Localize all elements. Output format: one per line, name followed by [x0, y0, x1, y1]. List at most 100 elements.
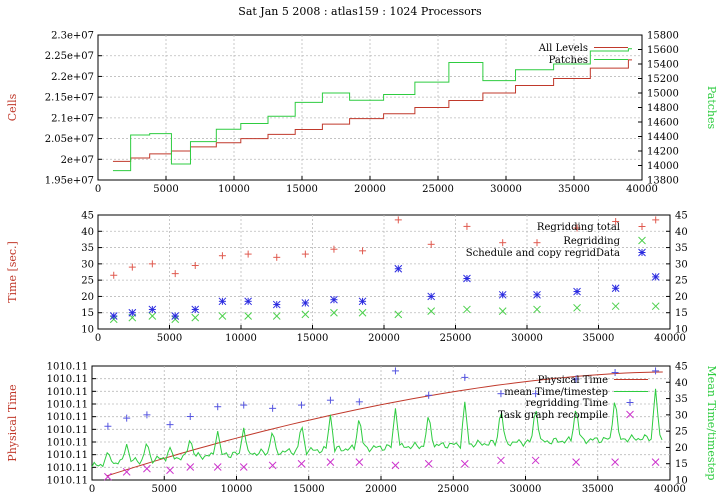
y2-tick-label: 14000 [647, 161, 679, 172]
y2-tick-label: 20 [675, 443, 688, 454]
data-point [651, 302, 660, 311]
data-point [272, 312, 281, 320]
data-point [244, 312, 253, 320]
x-tick-label: 5000 [152, 484, 177, 495]
data-point [143, 464, 151, 473]
x-tick-label: 30000 [490, 184, 522, 195]
legend-label: Schedule and copy regridData [466, 248, 620, 259]
data-point [301, 299, 310, 307]
y2-tick-label: 14200 [647, 147, 679, 158]
y2-axis-label: Mean Time/timestep [705, 366, 718, 481]
data-point [272, 300, 281, 309]
data-point [427, 307, 436, 315]
data-point [611, 284, 620, 293]
data-point [355, 458, 364, 466]
data-point [498, 307, 507, 315]
data-point [148, 305, 157, 314]
x-tick-label: 0 [89, 484, 95, 495]
y-tick-label: 2.05e+07 [45, 134, 94, 145]
data-point [301, 310, 310, 319]
y-tick-label: 2.1e+07 [51, 113, 94, 124]
y2-tick-label: 30 [675, 259, 688, 270]
data-point [358, 297, 367, 306]
panel-3: 0 5000 10000 15000 20000 25000 30000 35000 40000… [6, 362, 718, 496]
y-axis-label: Physical Time [6, 384, 19, 461]
data-point [239, 463, 248, 471]
data-point [358, 308, 367, 317]
x-tick-label: 35000 [583, 333, 615, 344]
data-point [330, 295, 338, 304]
series-line [91, 388, 663, 468]
y-tick-label: 1010.11 [47, 463, 88, 474]
data-point [391, 461, 400, 470]
y-tick-label: 45 [81, 211, 94, 222]
x-tick-label: 5000 [153, 184, 178, 195]
series-line [112, 48, 632, 172]
x-tick-label: 20000 [354, 184, 386, 195]
data-point [394, 310, 403, 319]
legend-label: Task graph recompile [498, 410, 608, 421]
data-point [651, 458, 660, 466]
y-tick-label: 1010.11 [47, 425, 88, 436]
data-point [533, 305, 541, 314]
y-tick-label: 1010.11 [47, 412, 88, 423]
legend-label: mean Time/timestep [504, 387, 608, 398]
y2-tick-label: 45 [675, 362, 688, 373]
y2-tick-label: 10 [675, 325, 688, 336]
y2-tick-label: 20 [675, 292, 688, 303]
y2-tick-label: 15 [675, 308, 688, 319]
legend-label: Patches [549, 55, 588, 66]
legend-swatch [638, 248, 646, 257]
y-tick-label: 2e+07 [61, 155, 94, 166]
y-tick-label: 35 [81, 243, 94, 254]
data-point [122, 468, 131, 476]
data-point [186, 463, 195, 471]
data-point [573, 303, 581, 312]
y-tick-label: 1010.11 [47, 450, 88, 461]
data-point [191, 305, 200, 314]
data-point [330, 308, 338, 317]
x-tick-label: 35000 [558, 184, 590, 195]
x-tick-label: 40000 [626, 184, 658, 195]
x-tick-label: 10000 [225, 333, 257, 344]
y2-tick-label: 15600 [647, 45, 679, 56]
y2-tick-label: 45 [675, 211, 688, 222]
data-point [497, 456, 505, 465]
y2-tick-label: 15 [675, 459, 688, 470]
data-point [148, 312, 157, 320]
x-tick-label: 35000 [582, 484, 614, 495]
y-tick-label: 2.15e+07 [45, 93, 94, 104]
y-tick-label: 1010.11 [47, 387, 88, 398]
data-point [651, 273, 660, 281]
data-point [171, 312, 180, 320]
legend-label: Regridding [563, 236, 620, 247]
x-tick-label: 0 [95, 184, 101, 195]
data-point [572, 458, 580, 466]
x-tick-label: 40000 [654, 484, 686, 495]
y2-tick-label: 15000 [647, 89, 679, 100]
data-point [573, 287, 581, 296]
series-line [106, 371, 663, 477]
data-point [104, 472, 112, 481]
legend-label: regridding Time [526, 398, 608, 409]
panel-2: 0 5000 10000 15000 20000 25000 30000 35000 40000… [6, 211, 688, 345]
y-tick-label: 1010.11 [47, 476, 88, 487]
data-point [394, 264, 403, 273]
data-point [611, 302, 620, 311]
data-point [191, 313, 200, 322]
x-tick-label: 10000 [218, 184, 250, 195]
y2-tick-label: 15200 [647, 74, 679, 85]
x-tick-label: 40000 [654, 333, 686, 344]
data-point [498, 290, 507, 299]
data-point [128, 308, 137, 317]
data-point [463, 274, 471, 283]
data-point [213, 463, 222, 471]
x-tick-label: 25000 [440, 333, 472, 344]
data-point [463, 305, 471, 314]
y-tick-label: 1.95e+07 [45, 176, 94, 187]
data-point [427, 292, 436, 301]
data-point [531, 456, 540, 465]
data-point [244, 297, 253, 306]
